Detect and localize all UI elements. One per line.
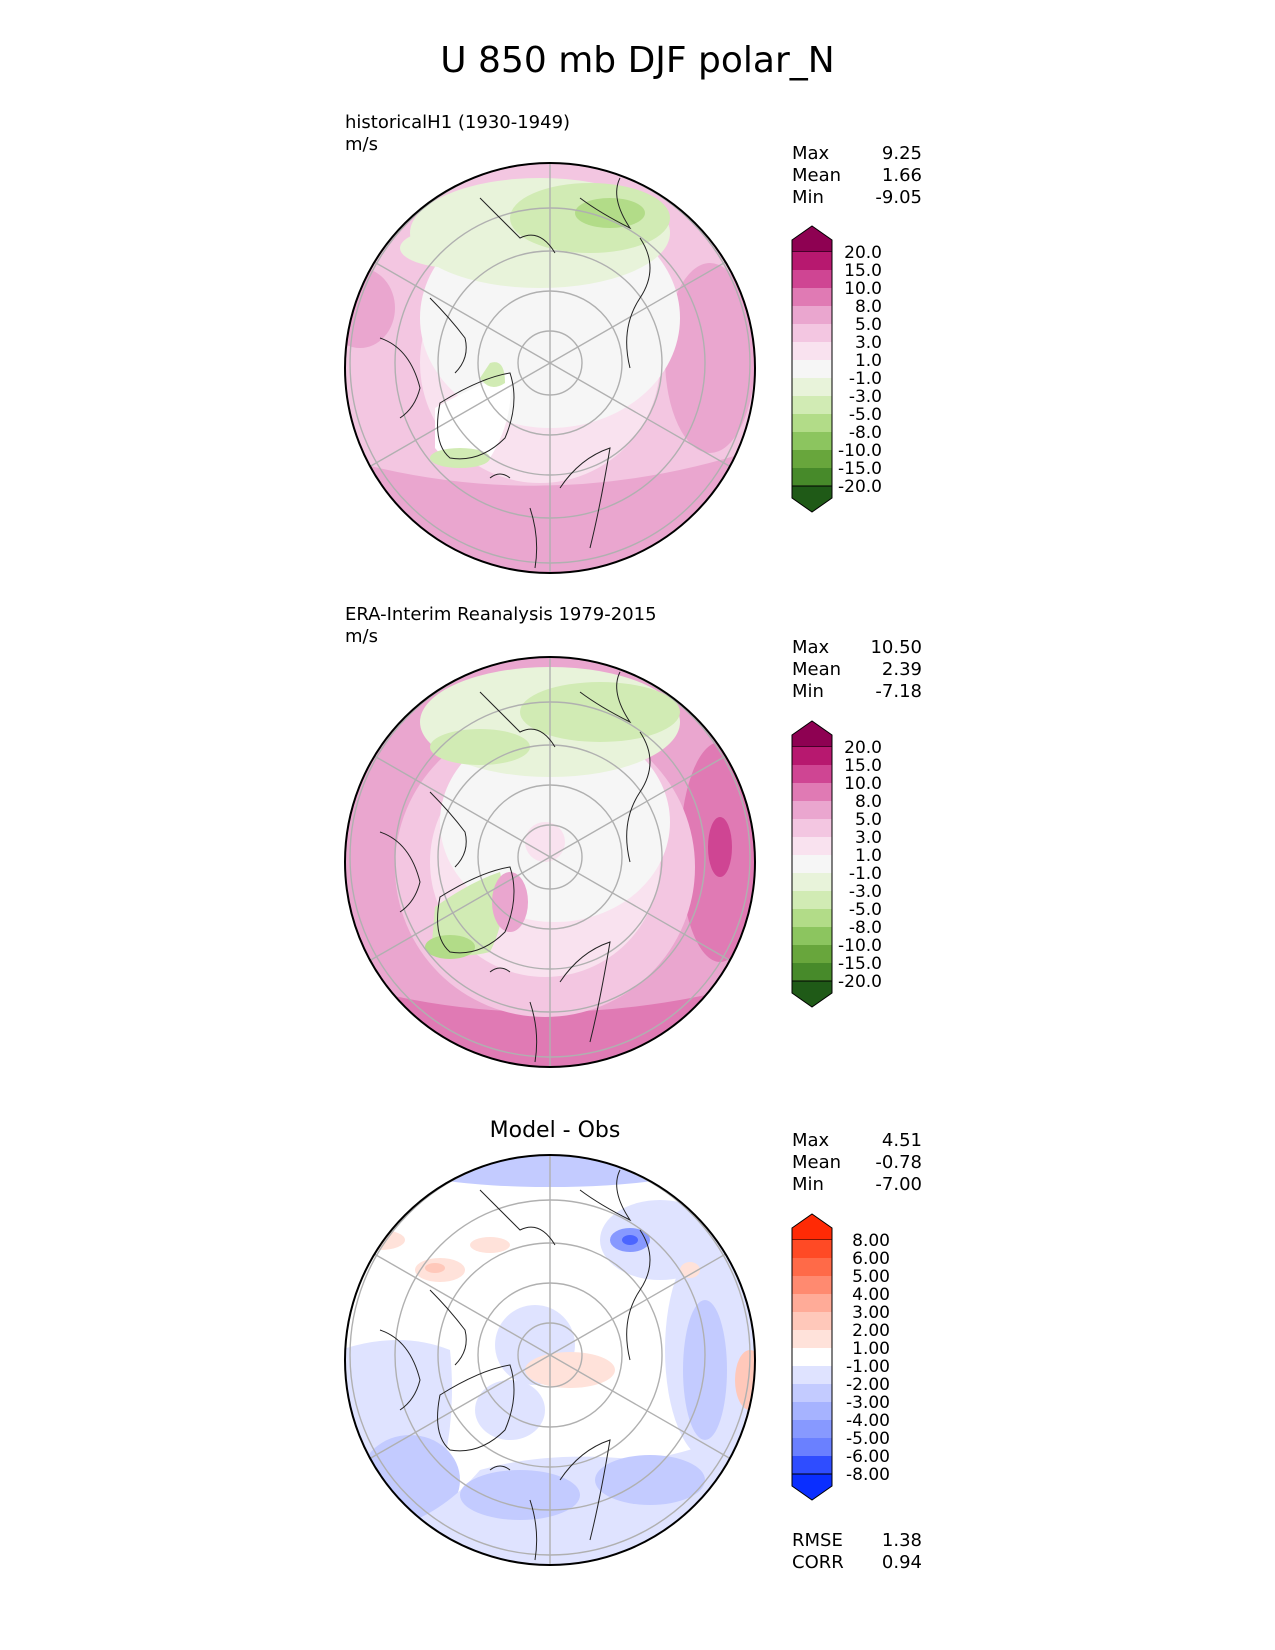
metric-label: RMSE	[792, 1530, 843, 1551]
panel-3-title: Model - Obs	[489, 1118, 621, 1143]
metric-value: 1.38	[881, 1530, 922, 1551]
stat-value: 10.50	[870, 637, 922, 658]
colorbar-tick: 10.0	[844, 774, 882, 794]
stat-label: Mean	[792, 659, 842, 680]
colorbar-tick: -20.0	[838, 477, 882, 497]
colorbar-tick: 8.00	[852, 1231, 890, 1251]
colorbar-tick: -1.00	[846, 1357, 890, 1377]
stat-label: Min	[792, 681, 824, 702]
colorbar-tick: -20.0	[838, 972, 882, 992]
colorbar-tick: -8.0	[849, 918, 882, 938]
stat-value: -0.78	[875, 1152, 922, 1173]
colorbar-tick-labels: 20.0 15.0 10.0 8.0 5.0 3.0 1.0 -1.0 -3.0…	[838, 243, 882, 497]
metric-corr: CORR 0.94	[792, 1552, 922, 1574]
colorbar-tick: -3.0	[849, 387, 882, 407]
colorbar-tick: -3.00	[846, 1393, 890, 1413]
colorbar-tick: 5.0	[855, 810, 882, 830]
panel-2-label: ERA-Interim Reanalysis 1979-2015 m/s	[345, 604, 657, 648]
stat-label: Mean	[792, 165, 842, 186]
colorbar-tick: 10.0	[844, 279, 882, 299]
stat-label: Mean	[792, 1152, 842, 1173]
stat-max: Max 9.25	[792, 143, 922, 165]
metric-label: CORR	[792, 1552, 844, 1573]
colorbar-tick-labels: 8.00 6.00 5.00 4.00 3.00 2.00 1.00 -1.00…	[846, 1231, 890, 1485]
colorbar-tick: -2.00	[846, 1375, 890, 1395]
stat-value: 9.25	[881, 143, 922, 164]
colorbar-tick: 3.00	[852, 1303, 890, 1323]
stat-value: 4.51	[881, 1130, 922, 1151]
colorbar-tick: -8.00	[846, 1465, 890, 1485]
colorbar-tick: 6.00	[852, 1249, 890, 1269]
colorbar-tick: 1.0	[855, 351, 882, 371]
colorbar-tick: -1.0	[849, 369, 882, 389]
stat-label: Max	[792, 1130, 830, 1151]
colorbar-tick: -4.00	[846, 1411, 890, 1431]
panel-3-metrics: RMSE 1.38 CORR 0.94	[792, 1530, 922, 1574]
panel-2-units: m/s	[345, 626, 378, 647]
colorbar-tick: 3.0	[855, 333, 882, 353]
colorbar-tick: -5.00	[846, 1429, 890, 1449]
colorbar-tick: 3.0	[855, 828, 882, 848]
stat-min: Min -7.00	[792, 1174, 922, 1196]
stat-value: -9.05	[875, 187, 922, 208]
stat-value: 2.39	[881, 659, 922, 680]
panel-3-stats: Max 4.51 Mean -0.78 Min -7.00	[792, 1130, 922, 1196]
colorbar-tick: -10.0	[838, 441, 882, 461]
panel-1-units: m/s	[345, 134, 378, 155]
colorbar-tick: -5.0	[849, 405, 882, 425]
colorbar-tick: -6.00	[846, 1447, 890, 1467]
colorbar-tick: 1.00	[852, 1339, 890, 1359]
colorbar-tick: 4.00	[852, 1285, 890, 1305]
colorbar-field-1: 20.0 15.0 10.0 8.0 5.0 3.0 1.0 -1.0 -3.0…	[791, 225, 882, 513]
metric-rmse: RMSE 1.38	[792, 1530, 922, 1552]
colorbar-tick: -8.0	[849, 423, 882, 443]
colorbar-tick: 20.0	[844, 738, 882, 758]
stat-label: Min	[792, 187, 824, 208]
stat-mean: Mean -0.78	[792, 1152, 922, 1174]
stat-min: Min -9.05	[792, 187, 922, 209]
stat-min: Min -7.18	[792, 681, 922, 703]
stat-label: Max	[792, 143, 830, 164]
stat-max: Max 10.50	[792, 637, 922, 659]
colorbar-tick: 15.0	[844, 261, 882, 281]
metric-value: 0.94	[881, 1552, 922, 1573]
stat-max: Max 4.51	[792, 1130, 922, 1152]
colorbar-tick: -15.0	[838, 459, 882, 479]
stat-label: Max	[792, 637, 830, 658]
colorbar-swatches	[791, 225, 833, 513]
colorbar-tick-labels: 20.0 15.0 10.0 8.0 5.0 3.0 1.0 -1.0 -3.0…	[838, 738, 882, 992]
colorbar-tick: 20.0	[844, 243, 882, 263]
colorbar-tick: -3.0	[849, 882, 882, 902]
stat-value: 1.66	[881, 165, 922, 186]
colorbar-field-2: 20.0 15.0 10.0 8.0 5.0 3.0 1.0 -1.0 -3.0…	[791, 720, 882, 1008]
colorbar-diff: 8.00 6.00 5.00 4.00 3.00 2.00 1.00 -1.00…	[791, 1213, 890, 1501]
colorbar-tick: 15.0	[844, 756, 882, 776]
polar-map-test	[344, 162, 756, 574]
stat-mean: Mean 2.39	[792, 659, 922, 681]
colorbar-tick: 8.0	[855, 297, 882, 317]
panel-1-label: historicalH1 (1930-1949) m/s	[345, 112, 570, 156]
figure-title: U 850 mb DJF polar_N	[440, 40, 835, 81]
colorbar-tick: -15.0	[838, 954, 882, 974]
polar-map-reference	[344, 656, 756, 1068]
colorbar-tick: -5.0	[849, 900, 882, 920]
colorbar-tick: 5.0	[855, 315, 882, 335]
panel-2-stats: Max 10.50 Mean 2.39 Min -7.18	[792, 637, 922, 703]
colorbar-tick: 1.0	[855, 846, 882, 866]
colorbar-tick: 5.00	[852, 1267, 890, 1287]
panel-2-title: ERA-Interim Reanalysis 1979-2015	[345, 604, 657, 625]
colorbar-tick: 8.0	[855, 792, 882, 812]
colorbar-tick: -10.0	[838, 936, 882, 956]
colorbar-tick: 2.00	[852, 1321, 890, 1341]
stat-mean: Mean 1.66	[792, 165, 922, 187]
stat-value: -7.18	[875, 681, 922, 702]
stat-label: Min	[792, 1174, 824, 1195]
colorbar-swatches	[791, 720, 833, 1008]
panel-1-title: historicalH1 (1930-1949)	[345, 112, 571, 133]
stat-value: -7.00	[875, 1174, 922, 1195]
colorbar-swatches	[791, 1213, 833, 1501]
panel-1-stats: Max 9.25 Mean 1.66 Min -9.05	[792, 143, 922, 209]
colorbar-tick: -1.0	[849, 864, 882, 884]
polar-map-difference	[344, 1154, 756, 1566]
